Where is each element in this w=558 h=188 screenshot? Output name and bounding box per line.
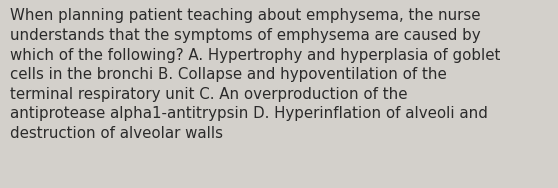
Text: When planning patient teaching about emphysema, the nurse
understands that the s: When planning patient teaching about emp… [10,8,501,141]
